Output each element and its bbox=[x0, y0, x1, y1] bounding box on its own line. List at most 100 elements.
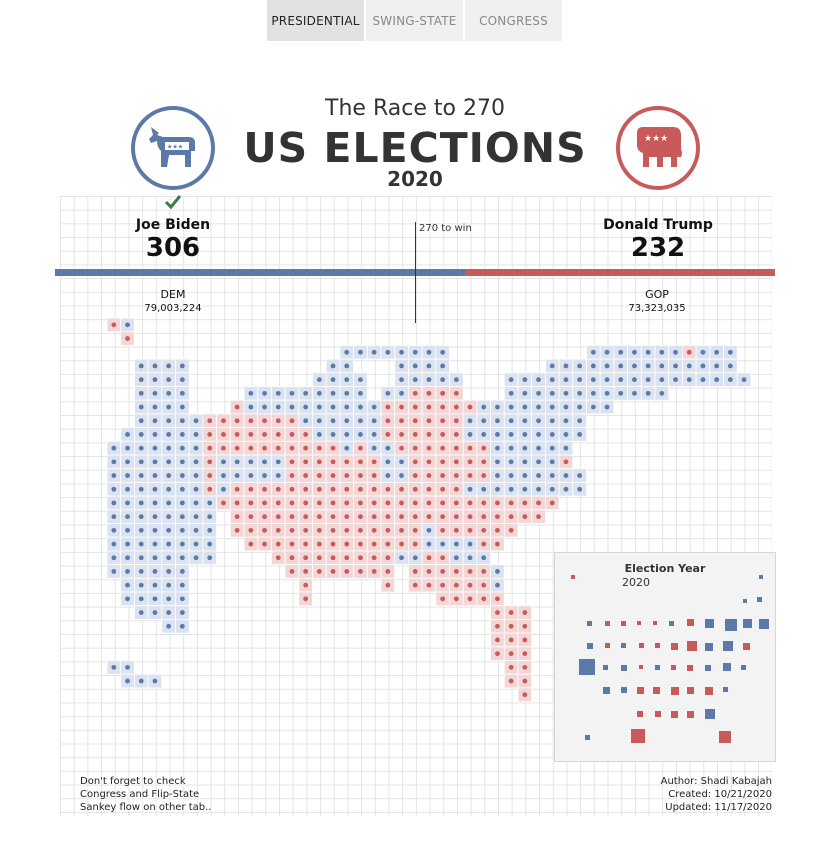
map-tile-dot bbox=[673, 363, 678, 369]
map-tile-dot bbox=[166, 582, 172, 588]
map-tile-dot bbox=[248, 514, 254, 520]
map-tile-dot bbox=[111, 664, 117, 670]
map-tile-dot bbox=[453, 486, 459, 492]
map-tile-dot bbox=[152, 377, 158, 383]
map-tile-dot bbox=[412, 349, 418, 355]
map-tile-dot bbox=[166, 432, 172, 437]
footer-note-line: Don't forget to check bbox=[80, 776, 186, 787]
map-tile-dot bbox=[316, 432, 322, 437]
map-tile-dot bbox=[508, 664, 514, 670]
map-tile-dot bbox=[248, 500, 254, 506]
page-subtitle: The Race to 270 bbox=[325, 96, 505, 121]
footer-note-line: Congress and Flip-State bbox=[80, 789, 200, 800]
map-tile-dot bbox=[248, 390, 254, 396]
map-tile-dot bbox=[248, 541, 254, 547]
map-tile-dot bbox=[385, 349, 391, 355]
map-tile-dot bbox=[262, 390, 267, 396]
map-tile-dot bbox=[563, 390, 569, 396]
map-tile-dot bbox=[358, 486, 363, 492]
map-tile-dot bbox=[234, 404, 240, 410]
panel-square bbox=[759, 575, 763, 579]
map-tile-dot bbox=[590, 377, 596, 383]
map-tile-dot bbox=[111, 459, 117, 465]
map-tile-dot bbox=[412, 418, 418, 424]
map-tile-dot bbox=[399, 363, 404, 369]
map-tile-dot bbox=[344, 363, 350, 369]
tab-presidential[interactable]: PRESIDENTIAL bbox=[267, 0, 364, 41]
map-tile-dot bbox=[221, 459, 226, 465]
map-tile-dot bbox=[303, 404, 309, 410]
map-tile-dot bbox=[344, 349, 350, 355]
map-tile-dot bbox=[152, 610, 158, 615]
election-year-panel: Election Year 2020 bbox=[554, 552, 776, 762]
panel-square bbox=[603, 687, 610, 694]
map-tile-dot bbox=[166, 514, 172, 520]
map-tile-dot bbox=[453, 500, 459, 506]
map-tile-dot bbox=[289, 432, 295, 437]
panel-square bbox=[621, 621, 626, 626]
map-tile-dot bbox=[371, 418, 377, 424]
elephant-icon: ★★★ bbox=[637, 127, 682, 167]
panel-square bbox=[743, 619, 752, 628]
map-tile-dot bbox=[399, 404, 404, 410]
map-tile-dot bbox=[371, 514, 377, 520]
panel-square bbox=[687, 619, 694, 626]
gop-popular-vote: 73,323,035 bbox=[628, 303, 686, 314]
map-tile-dot bbox=[179, 610, 185, 615]
map-tile-dot bbox=[385, 459, 391, 465]
map-tile-dot bbox=[440, 363, 446, 369]
map-tile-dot bbox=[467, 473, 473, 478]
map-tile-dot bbox=[193, 432, 199, 437]
map-tile-dot bbox=[344, 432, 350, 437]
panel-square bbox=[587, 643, 593, 649]
map-tile-dot bbox=[727, 363, 733, 369]
map-tile-dot bbox=[166, 473, 172, 478]
map-tile-dot bbox=[166, 377, 172, 383]
panel-year[interactable]: 2020 bbox=[622, 576, 650, 589]
map-tile-dot bbox=[645, 349, 651, 355]
map-tile-dot bbox=[138, 432, 144, 437]
map-tile-dot bbox=[358, 459, 363, 465]
map-tile-dot bbox=[481, 486, 487, 492]
map-tile-dot bbox=[289, 390, 295, 396]
map-tile-dot bbox=[440, 486, 446, 492]
map-tile-dot bbox=[152, 596, 158, 602]
map-tile-dot bbox=[262, 514, 267, 520]
map-tile-dot bbox=[125, 664, 130, 670]
map-tile-dot bbox=[289, 541, 295, 547]
map-tile-dot bbox=[111, 569, 117, 574]
map-tile-dot bbox=[522, 473, 528, 478]
map-tile-dot bbox=[303, 500, 309, 506]
tab-swing-state[interactable]: SWING-STATE bbox=[366, 0, 463, 41]
map-tile-dot bbox=[495, 514, 500, 520]
map-tile-dot bbox=[453, 404, 459, 410]
map-tile-dot bbox=[412, 500, 418, 506]
map-tile-dot bbox=[440, 569, 446, 574]
map-tile-dot bbox=[412, 486, 418, 492]
panel-square bbox=[637, 621, 641, 625]
map-tile-dot bbox=[495, 418, 500, 424]
map-tile-dot bbox=[125, 486, 130, 492]
map-tile-dot bbox=[275, 514, 281, 520]
map-tile-dot bbox=[577, 404, 583, 410]
map-tile-dot bbox=[440, 445, 446, 451]
map-tile-dot bbox=[686, 377, 692, 383]
gop-candidate-name: Donald Trump bbox=[603, 217, 713, 233]
map-tile-dot bbox=[618, 390, 624, 396]
map-tile-dot bbox=[125, 582, 130, 588]
map-tile-dot bbox=[385, 569, 391, 574]
map-tile-dot bbox=[344, 500, 350, 506]
map-tile-dot bbox=[125, 473, 130, 478]
map-tile-dot bbox=[193, 445, 199, 451]
map-tile-dot bbox=[125, 336, 130, 341]
map-tile-dot bbox=[481, 582, 487, 588]
map-tile-dot bbox=[481, 541, 487, 547]
map-tile-dot bbox=[440, 349, 446, 355]
map-tile-dot bbox=[522, 678, 528, 684]
map-tile-dot bbox=[700, 363, 706, 369]
map-tile-dot bbox=[344, 445, 350, 451]
map-tile-dot bbox=[549, 390, 555, 396]
map-tile-dot bbox=[138, 555, 144, 561]
map-tile-dot bbox=[330, 418, 336, 424]
tab-congress[interactable]: CONGRESS bbox=[465, 0, 562, 41]
